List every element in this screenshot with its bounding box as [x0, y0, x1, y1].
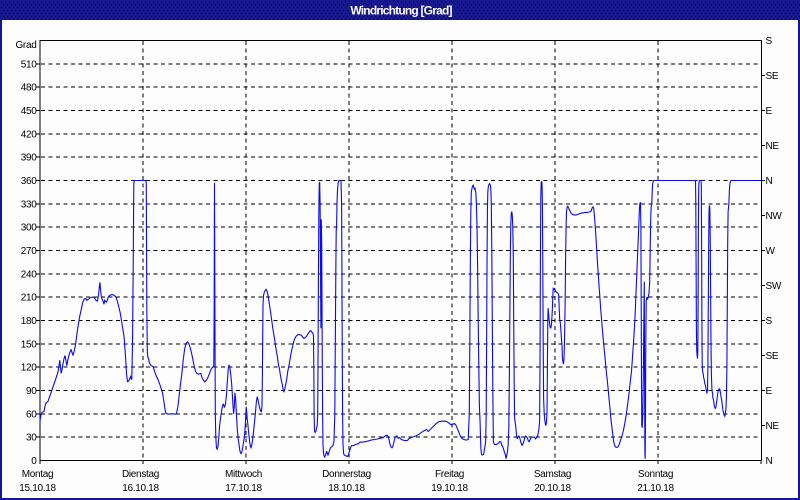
svg-text:NE: NE: [766, 141, 780, 152]
svg-text:150: 150: [21, 339, 38, 350]
svg-text:15.10.18: 15.10.18: [19, 483, 56, 494]
svg-text:NW: NW: [766, 211, 783, 222]
svg-text:E: E: [766, 106, 773, 117]
svg-text:Freitag: Freitag: [435, 469, 464, 480]
svg-text:480: 480: [21, 83, 38, 94]
svg-text:Sonntag: Sonntag: [638, 469, 673, 480]
svg-text:270: 270: [21, 246, 38, 257]
svg-text:Montag: Montag: [22, 469, 54, 480]
svg-text:18.10.18: 18.10.18: [328, 483, 365, 494]
svg-text:17.10.18: 17.10.18: [225, 483, 262, 494]
svg-text:S: S: [766, 316, 773, 327]
svg-text:30: 30: [26, 433, 37, 444]
svg-text:210: 210: [21, 293, 38, 304]
svg-text:450: 450: [21, 106, 38, 117]
svg-text:90: 90: [26, 386, 37, 397]
svg-text:SW: SW: [766, 281, 782, 292]
svg-text:W: W: [766, 246, 776, 257]
svg-text:510: 510: [21, 59, 38, 70]
svg-text:240: 240: [21, 269, 38, 280]
svg-text:Samstag: Samstag: [534, 469, 571, 480]
svg-text:Mittwoch: Mittwoch: [225, 469, 262, 480]
svg-text:Donnerstag: Donnerstag: [322, 469, 371, 480]
svg-text:E: E: [766, 386, 773, 397]
svg-text:20.10.18: 20.10.18: [534, 483, 571, 494]
svg-text:Windrichtung [Grad]: Windrichtung [Grad]: [350, 4, 452, 18]
svg-text:16.10.18: 16.10.18: [122, 483, 159, 494]
svg-text:21.10.18: 21.10.18: [637, 483, 674, 494]
svg-text:19.10.18: 19.10.18: [431, 483, 468, 494]
svg-text:420: 420: [21, 129, 38, 140]
svg-text:180: 180: [21, 316, 38, 327]
svg-text:60: 60: [26, 409, 37, 420]
svg-text:390: 390: [21, 153, 38, 164]
svg-text:Grad: Grad: [15, 40, 36, 51]
svg-text:300: 300: [21, 223, 38, 234]
svg-text:360: 360: [21, 176, 38, 187]
svg-text:330: 330: [21, 199, 38, 210]
svg-text:S: S: [766, 36, 773, 47]
svg-text:SE: SE: [766, 71, 779, 82]
svg-text:120: 120: [21, 363, 38, 374]
svg-text:0: 0: [31, 456, 37, 467]
svg-text:N: N: [766, 456, 773, 467]
svg-text:NE: NE: [766, 421, 780, 432]
svg-text:N: N: [766, 176, 773, 187]
svg-text:Dienstag: Dienstag: [122, 469, 159, 480]
svg-text:SE: SE: [766, 351, 779, 362]
